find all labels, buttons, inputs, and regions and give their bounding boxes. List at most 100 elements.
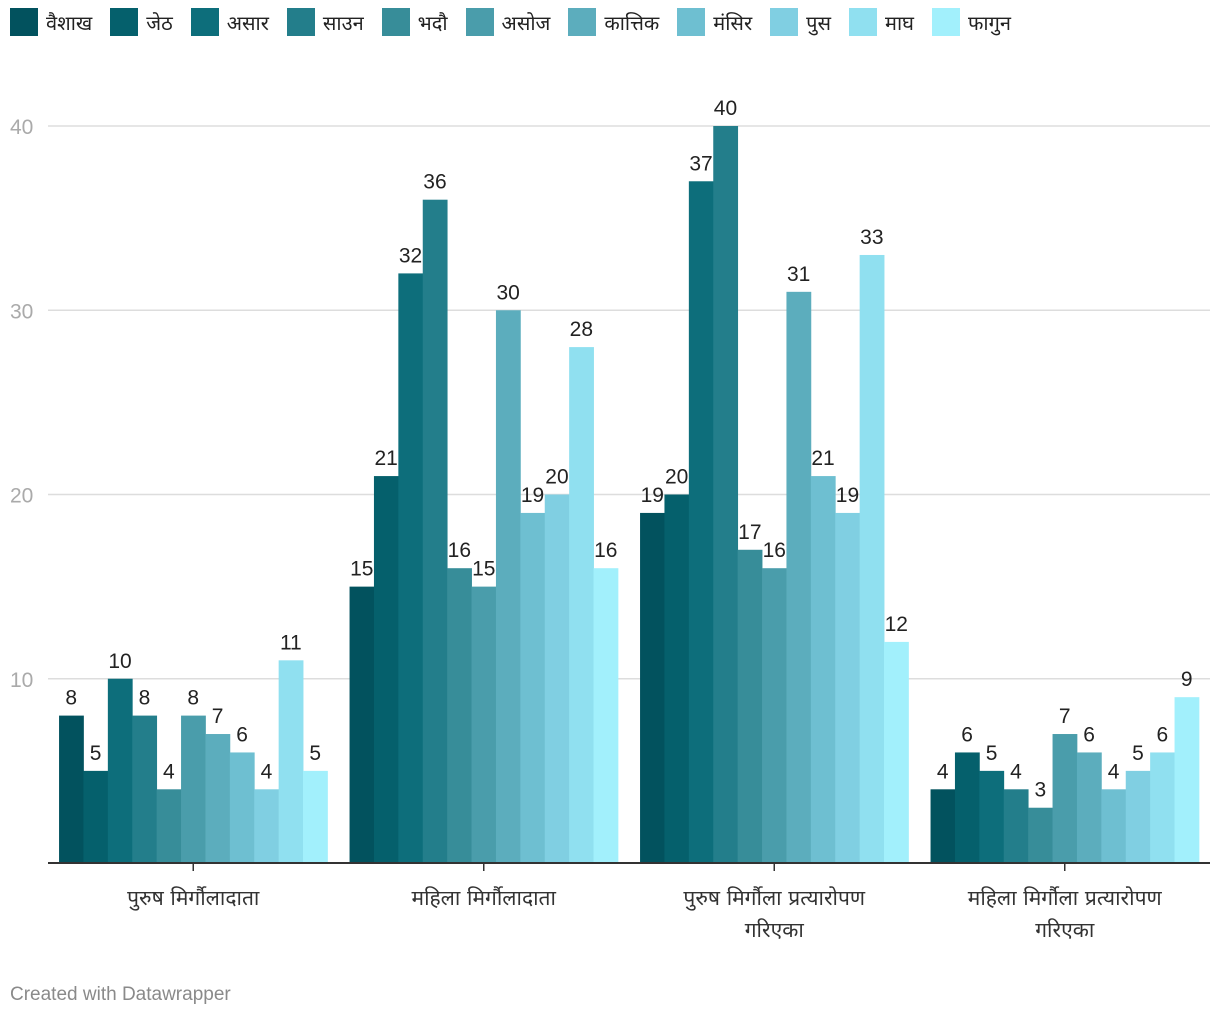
- data-label: 4: [163, 760, 175, 783]
- legend-swatch: [677, 8, 706, 36]
- data-label: 4: [1108, 760, 1120, 783]
- data-label: 5: [309, 742, 321, 765]
- bar: [593, 568, 619, 863]
- legend-item[interactable]: साउन: [286, 8, 364, 36]
- data-label: 36: [423, 171, 446, 194]
- bar: [303, 770, 328, 863]
- legend-item[interactable]: कात्तिक: [568, 8, 659, 36]
- bar: [713, 126, 739, 863]
- bar: [229, 752, 255, 863]
- bar: [762, 568, 787, 863]
- data-label: 5: [90, 742, 102, 765]
- legend-label: पुस: [806, 10, 832, 35]
- legend-label: जेठ: [146, 10, 173, 35]
- data-label: 11: [280, 631, 302, 654]
- legend-swatch: [10, 8, 38, 36]
- legend-label: भदौ: [417, 10, 448, 35]
- bar: [859, 254, 885, 864]
- legend-item[interactable]: जेठ: [110, 8, 173, 36]
- data-label: 8: [139, 687, 151, 710]
- bar: [373, 476, 399, 863]
- data-label: 3: [1035, 779, 1047, 802]
- bar: [1150, 752, 1175, 863]
- legend: वैशाख जेठ असार साउन भदौ असोज कात्तिक मंसिर पुस मा…: [10, 8, 1011, 36]
- bar: [83, 770, 109, 863]
- data-label: 4: [937, 760, 949, 783]
- bar: [520, 512, 546, 863]
- data-label: 6: [961, 723, 973, 746]
- bar: [398, 273, 424, 863]
- bar: [471, 586, 497, 863]
- bar: [544, 494, 570, 863]
- legend-item[interactable]: असोज: [465, 8, 551, 36]
- bar: [979, 770, 1005, 863]
- y-tick-label: 40: [10, 116, 33, 139]
- legend-item[interactable]: माघ: [849, 8, 914, 36]
- legend-item[interactable]: पुस: [770, 8, 831, 36]
- legend-label: साउन: [322, 10, 364, 35]
- data-label: 12: [885, 613, 908, 636]
- bar: [835, 512, 861, 863]
- bar: [156, 789, 182, 863]
- data-label: 6: [1083, 723, 1095, 746]
- data-label: 20: [545, 466, 568, 489]
- bar: [688, 181, 714, 863]
- bar: [1174, 697, 1200, 863]
- legend-swatch: [849, 8, 878, 36]
- legend-swatch: [286, 8, 315, 36]
- data-label: 8: [187, 687, 199, 710]
- data-label: 10: [108, 650, 131, 673]
- bar: [810, 476, 836, 863]
- data-label: 19: [836, 484, 859, 507]
- credit-text[interactable]: Created with Datawrapper: [10, 984, 231, 1005]
- data-label: 9: [1181, 668, 1193, 691]
- data-label: 28: [570, 318, 593, 341]
- data-label: 40: [714, 97, 737, 120]
- legend-item[interactable]: वैशाख: [10, 8, 92, 36]
- legend-item[interactable]: फागुन: [931, 8, 1011, 36]
- x-tick-label: पुरुष मिर्गौलादाता: [127, 886, 260, 911]
- bar: [447, 568, 472, 863]
- bar: [664, 494, 690, 863]
- legend-swatch: [110, 8, 139, 36]
- legend-label: असोज: [501, 10, 551, 35]
- legend-item[interactable]: मंसिर: [677, 8, 752, 36]
- legend-swatch: [770, 8, 799, 36]
- data-label: 5: [1132, 742, 1144, 765]
- bar: [181, 715, 206, 863]
- legend-swatch: [931, 8, 960, 36]
- bar: [640, 512, 665, 863]
- bar: [1003, 789, 1029, 863]
- legend-item[interactable]: असार: [190, 8, 269, 36]
- x-tick-label: महिला मिर्गौलादाता: [412, 886, 557, 910]
- data-label: 7: [212, 705, 224, 728]
- legend-swatch: [568, 8, 597, 36]
- legend-swatch: [465, 8, 494, 36]
- data-label: 15: [472, 558, 495, 581]
- bar: [278, 660, 304, 863]
- y-tick-label: 30: [10, 300, 33, 323]
- legend-label: वैशाख: [46, 10, 93, 35]
- data-label: 30: [496, 281, 519, 304]
- bar: [349, 586, 375, 863]
- legend-item[interactable]: भदौ: [381, 8, 448, 36]
- bar: [569, 347, 594, 864]
- data-label: 20: [665, 466, 688, 489]
- data-label: 16: [448, 539, 471, 562]
- data-label: 37: [689, 152, 712, 175]
- bar: [786, 291, 812, 863]
- data-label: 17: [738, 521, 761, 544]
- data-label: 31: [787, 263, 810, 286]
- bar: [930, 789, 956, 863]
- data-label: 8: [65, 687, 77, 710]
- data-label: 15: [350, 558, 373, 581]
- legend-label: कात्तिक: [604, 10, 660, 35]
- bar: [422, 199, 448, 863]
- data-label: 16: [763, 539, 786, 562]
- bar: [1052, 734, 1078, 863]
- bar: [954, 752, 980, 863]
- bar: [1125, 770, 1151, 863]
- data-label: 16: [594, 539, 617, 562]
- data-label: 6: [236, 723, 248, 746]
